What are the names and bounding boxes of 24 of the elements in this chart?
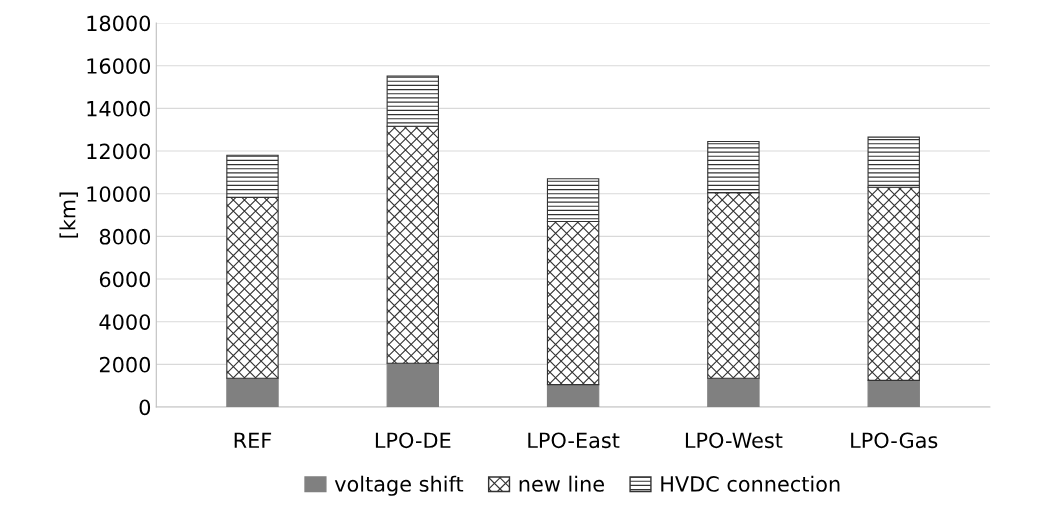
x-tick-label: LPO-DE: [375, 432, 451, 449]
legend-label: HVDC connection: [661, 475, 840, 492]
y-tick-label: 14000: [87, 100, 151, 117]
y-tick-label: 4000: [99, 314, 151, 330]
y-tick-label: 0: [139, 399, 151, 416]
legend-label: voltage shift: [334, 475, 464, 496]
legend-label: new line: [519, 475, 604, 492]
y-tick-label: 16000: [87, 58, 151, 74]
y-tick-label: 18000: [87, 15, 151, 32]
y-tick-label: 6000: [99, 271, 151, 288]
x-tick-label: LPO-West: [685, 432, 783, 449]
x-tick-label: LPO-Gas: [851, 432, 938, 449]
bar: [386, 362, 439, 408]
bar: [226, 377, 279, 408]
x-tick-label: LPO-East: [528, 432, 620, 449]
y-tick-label: 8000: [99, 228, 151, 245]
bar: [546, 384, 600, 408]
y-axis-title: [km]: [59, 192, 79, 238]
bar: [867, 379, 920, 408]
bar: [707, 377, 760, 408]
y-tick-label: 12000: [87, 143, 151, 160]
y-tick-label: 2000: [99, 356, 151, 373]
y-tick-label: 10000: [87, 186, 151, 202]
x-tick-label: REF: [234, 432, 272, 448]
